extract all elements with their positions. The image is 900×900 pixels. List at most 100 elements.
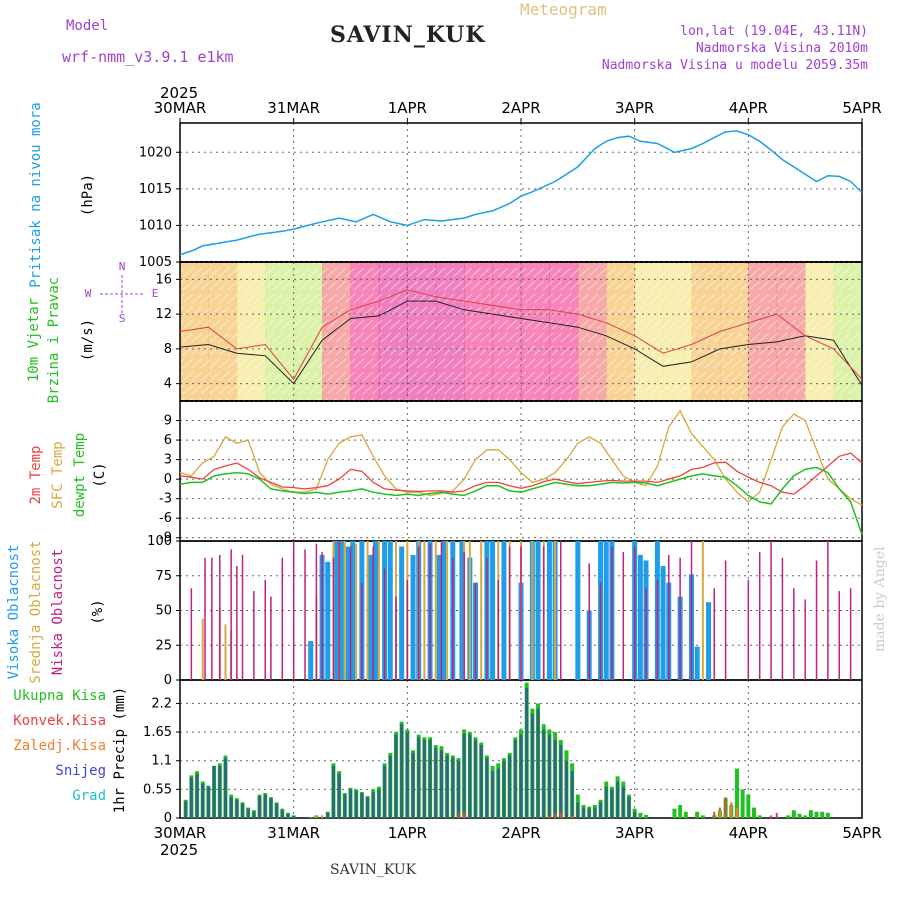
precip-total-bar bbox=[700, 815, 705, 818]
wind-barb bbox=[740, 384, 752, 395]
wind-barb bbox=[236, 371, 248, 382]
wind-barb bbox=[443, 332, 455, 343]
wind-barb bbox=[353, 319, 365, 330]
precip-total-bar bbox=[678, 804, 683, 818]
precip-snow-bar bbox=[388, 755, 392, 818]
wind-barb bbox=[515, 345, 527, 356]
wind-barb bbox=[560, 345, 572, 356]
y-tick-label: 3 bbox=[164, 453, 172, 468]
date-label-top: 1APR bbox=[388, 99, 427, 117]
wind-barb bbox=[380, 280, 392, 291]
wind-barb bbox=[380, 358, 392, 369]
wind-barb bbox=[776, 332, 788, 343]
cloud-low-bar bbox=[321, 552, 323, 680]
wind-barb bbox=[794, 306, 806, 317]
wind-barb bbox=[677, 293, 689, 304]
wind-barb bbox=[389, 319, 401, 330]
wind-barb bbox=[443, 371, 455, 382]
wind-barb bbox=[542, 371, 554, 382]
wind-barb bbox=[686, 345, 698, 356]
cloud-low-bar bbox=[406, 579, 409, 680]
wind-barb bbox=[488, 319, 500, 330]
precip-total-bar bbox=[740, 789, 745, 818]
wind-barb bbox=[812, 397, 824, 408]
wind-speed-band bbox=[748, 262, 778, 401]
wind-barb bbox=[713, 319, 725, 330]
wind-barb bbox=[488, 345, 500, 356]
precip-snow-bar bbox=[400, 724, 404, 818]
wind-barb bbox=[263, 319, 275, 330]
wind-barb bbox=[695, 280, 707, 291]
y-tick-label: 0.55 bbox=[143, 782, 172, 797]
date-label-bottom: 1APR bbox=[388, 824, 427, 842]
wind-barb bbox=[182, 319, 194, 330]
wind-barb bbox=[254, 332, 266, 343]
wind-barb bbox=[641, 358, 653, 369]
wind-barb bbox=[353, 280, 365, 291]
wind-barb bbox=[182, 306, 194, 317]
precip-total-bar bbox=[683, 811, 688, 818]
wind-barb bbox=[785, 371, 797, 382]
precip-snow-bar bbox=[547, 734, 551, 818]
wind-barb bbox=[245, 280, 257, 291]
wind-barb bbox=[542, 319, 554, 330]
precip-snow-bar bbox=[582, 807, 586, 818]
wind-barb bbox=[848, 267, 860, 278]
cloud-low-bar bbox=[497, 579, 500, 680]
wind-barb bbox=[713, 384, 725, 395]
precip-convective-bar bbox=[724, 797, 727, 818]
wind-barb bbox=[578, 358, 590, 369]
precip-convective-bar bbox=[548, 815, 551, 818]
wind-barb bbox=[560, 397, 572, 408]
wind-barb bbox=[308, 319, 320, 330]
wind-barb bbox=[659, 267, 671, 278]
wind-barb bbox=[479, 345, 491, 356]
y-tick-label: 50 bbox=[155, 604, 172, 619]
cloud-low-bar bbox=[349, 546, 352, 680]
wind-barb bbox=[560, 332, 572, 343]
wind-barb bbox=[749, 358, 761, 369]
wind-barb bbox=[542, 332, 554, 343]
wind-barb bbox=[326, 280, 338, 291]
wind-barb bbox=[236, 332, 248, 343]
wind-barb bbox=[362, 319, 374, 330]
wind-barb bbox=[659, 397, 671, 408]
wind-barb bbox=[524, 293, 536, 304]
precip-snow-bar bbox=[451, 758, 455, 818]
precip-snow-bar bbox=[405, 732, 409, 818]
wind-speed-band bbox=[407, 262, 437, 401]
wind-barb bbox=[794, 397, 806, 408]
precip-total-bar bbox=[308, 816, 313, 818]
cloud-high-bar bbox=[387, 541, 393, 680]
wind-barb bbox=[362, 397, 374, 408]
wind-barb bbox=[731, 371, 743, 382]
precip-snow-bar bbox=[593, 807, 597, 818]
compass-s: S bbox=[119, 312, 126, 325]
wind-barb bbox=[614, 306, 626, 317]
wind-barb bbox=[587, 358, 599, 369]
wind-barb bbox=[434, 319, 446, 330]
cloud-mid-bar bbox=[480, 541, 483, 680]
wind-barb bbox=[803, 267, 815, 278]
wind-barb bbox=[713, 332, 725, 343]
wind-barb bbox=[209, 319, 221, 330]
wind-barb bbox=[659, 371, 671, 382]
wind-barb bbox=[551, 345, 563, 356]
wind-barb bbox=[389, 280, 401, 291]
wind-barb bbox=[200, 293, 212, 304]
wind-barb bbox=[731, 267, 743, 278]
precip-total-bar bbox=[825, 812, 830, 818]
wind-barb bbox=[434, 397, 446, 408]
wind-barb bbox=[479, 319, 491, 330]
precip-total-bar bbox=[695, 811, 700, 818]
wind-barb bbox=[551, 280, 563, 291]
wind-speed-band bbox=[378, 262, 408, 401]
wind-barb bbox=[218, 345, 230, 356]
precip-snow-bar bbox=[189, 777, 193, 818]
wind-barb bbox=[848, 293, 860, 304]
wind-barb bbox=[704, 306, 716, 317]
wind-barb bbox=[740, 319, 752, 330]
wind-barb bbox=[830, 267, 842, 278]
wind-barb bbox=[353, 384, 365, 395]
wind-barb bbox=[452, 319, 464, 330]
